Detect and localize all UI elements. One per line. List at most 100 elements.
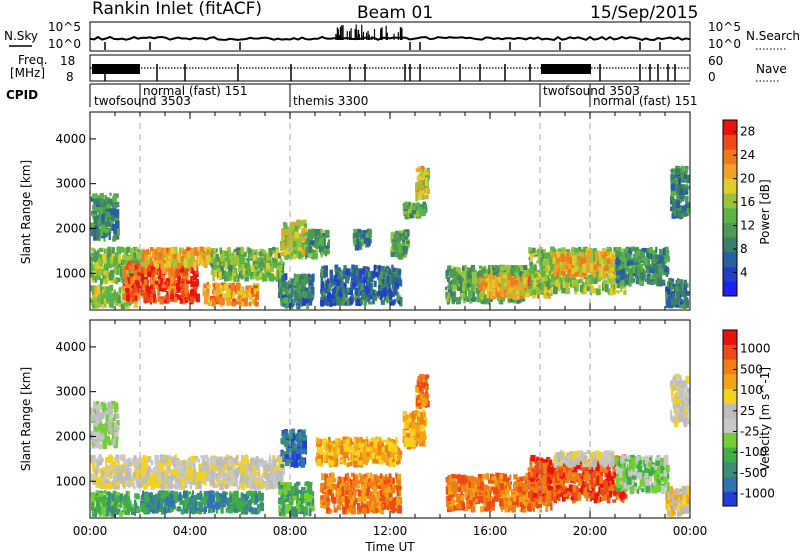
- heatmap-cell: [324, 229, 330, 238]
- heatmap-cell: [226, 274, 231, 281]
- heatmap-cell: [320, 299, 325, 307]
- heatmap-cell: [353, 228, 358, 235]
- heatmap-cell: [300, 242, 305, 250]
- heatmap-cell: [298, 250, 301, 259]
- heatmap-cell: [164, 299, 168, 304]
- heatmap-cell: [357, 229, 362, 233]
- heatmap-cell: [665, 287, 669, 292]
- heatmap-cell: [604, 284, 609, 293]
- heatmap-cell: [319, 229, 324, 236]
- heatmap-cell: [424, 177, 428, 187]
- heatmap-cell: [325, 289, 330, 294]
- heatmap-cell: [103, 298, 106, 303]
- heatmap-cell: [544, 253, 549, 259]
- heatmap-cell: [252, 254, 257, 263]
- heatmap-cell: [270, 270, 273, 275]
- heatmap-cell: [368, 271, 371, 278]
- heatmap-cell: [374, 269, 377, 273]
- heatmap-cell: [353, 239, 357, 247]
- heatmap-cell: [246, 287, 251, 297]
- heatmap-cell: [665, 246, 668, 252]
- heatmap-cell: [523, 283, 528, 293]
- heatmap-cell: [92, 193, 97, 199]
- heatmap-cell: [277, 252, 281, 259]
- heatmap-cell: [232, 269, 236, 274]
- y-tick-label: 4000: [55, 132, 86, 146]
- heatmap-cell: [404, 236, 408, 240]
- heatmap-cell: [373, 290, 377, 295]
- heatmap-cell: [461, 277, 465, 284]
- colorbar-swatch: [723, 193, 737, 209]
- heatmap-cell: [679, 303, 685, 309]
- heatmap-cell: [178, 285, 182, 289]
- heatmap-cell: [407, 201, 411, 211]
- heatmap-cell: [141, 477, 147, 486]
- heatmap-cell: [603, 254, 606, 259]
- heatmap-cell: [305, 287, 309, 292]
- heatmap-cell: [197, 255, 201, 264]
- heatmap-cell: [360, 282, 364, 291]
- heatmap-cell: [132, 262, 135, 270]
- heatmap-cell: [534, 287, 539, 295]
- heatmap-cell: [497, 282, 501, 287]
- heatmap-cell: [450, 269, 454, 276]
- heatmap-cell: [92, 264, 96, 270]
- heatmap-cell: [326, 292, 331, 301]
- heatmap-cell: [242, 268, 246, 275]
- heatmap-cell: [194, 270, 198, 274]
- heatmap-cell: [684, 291, 690, 296]
- heatmap-cell: [329, 301, 333, 307]
- heatmap-cell: [526, 273, 531, 277]
- heatmap-cell: [285, 228, 290, 237]
- heatmap-cell: [101, 411, 105, 419]
- heatmap-cell: [98, 292, 101, 300]
- heatmap-cell: [578, 251, 583, 256]
- heatmap-cell: [519, 271, 524, 278]
- heatmap-cell: [589, 263, 594, 272]
- heatmap-cell: [120, 275, 124, 281]
- heatmap-cell: [98, 423, 103, 432]
- heatmap-cell: [231, 471, 236, 480]
- heatmap-cell: [509, 288, 513, 294]
- heatmap-cell: [116, 294, 121, 303]
- heatmap-cell: [671, 286, 676, 290]
- heatmap-cell: [101, 265, 105, 274]
- heatmap-cell: [217, 261, 221, 270]
- heatmap-cell: [648, 268, 654, 274]
- heatmap-cell: [318, 246, 322, 253]
- heatmap-cell: [256, 292, 260, 301]
- heatmap-cell: [496, 292, 501, 298]
- heatmap-cell: [646, 276, 651, 284]
- heatmap-cell: [364, 297, 367, 304]
- heatmap-cell: [356, 298, 361, 306]
- heatmap-cell: [418, 177, 421, 183]
- heatmap-cell: [533, 278, 536, 286]
- heatmap-cell: [209, 299, 213, 305]
- heatmap-cell: [663, 282, 666, 286]
- heatmap-cell: [232, 263, 237, 269]
- heatmap-cell: [99, 265, 104, 270]
- heatmap-cell: [603, 251, 608, 256]
- heatmap-cell: [108, 292, 112, 300]
- heatmap-cell: [150, 300, 153, 305]
- heatmap-cell: [476, 297, 482, 303]
- heatmap-cell: [106, 204, 111, 209]
- heatmap-cell: [452, 278, 457, 285]
- heatmap-cell: [620, 275, 624, 281]
- heatmap-cell: [616, 273, 620, 278]
- heatmap-cell: [445, 273, 448, 280]
- heatmap-cell: [168, 268, 174, 274]
- heatmap-cell: [336, 279, 341, 287]
- heatmap-cell: [101, 427, 107, 432]
- heatmap-cell: [92, 401, 98, 410]
- heatmap-cell: [557, 283, 561, 291]
- heatmap-cell: [675, 279, 680, 288]
- heatmap-cell: [514, 280, 519, 285]
- heatmap-cell: [649, 247, 653, 254]
- heatmap-cell: [522, 283, 527, 288]
- heatmap-cell: [522, 267, 527, 277]
- heatmap-cell: [96, 236, 99, 241]
- heatmap-cell: [597, 265, 600, 271]
- heatmap-cell: [541, 253, 546, 259]
- heatmap-cell: [321, 288, 327, 292]
